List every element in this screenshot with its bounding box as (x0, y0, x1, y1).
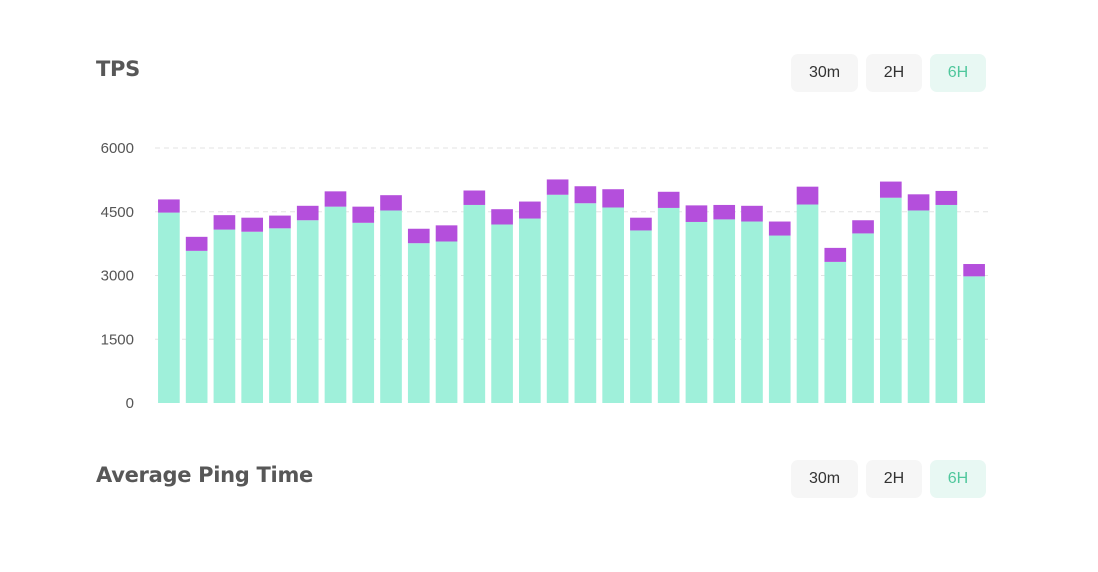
y-tick-label: 3000 (101, 268, 134, 285)
bar-segment-secondary[interactable] (907, 194, 930, 211)
y-tick-label: 4500 (101, 204, 134, 221)
bar-segment-primary[interactable] (935, 204, 958, 403)
bar-segment-secondary[interactable] (824, 247, 847, 262)
bar-segment-secondary[interactable] (324, 191, 347, 207)
bar-segment-primary[interactable] (407, 243, 430, 403)
bar-segment-primary[interactable] (519, 218, 541, 403)
bar-segment-secondary[interactable] (213, 215, 236, 230)
bar-segment-primary[interactable] (296, 220, 319, 403)
bar-segment-secondary[interactable] (352, 206, 375, 223)
bar-segment-primary[interactable] (158, 212, 180, 403)
bar-segment-secondary[interactable] (407, 228, 430, 244)
bar-segment-secondary[interactable] (741, 205, 763, 222)
bar-segment-primary[interactable] (491, 224, 513, 404)
bar-segment-primary[interactable] (213, 229, 236, 403)
bar-segment-primary[interactable] (879, 197, 902, 403)
chart-bars (158, 179, 985, 403)
bar-segment-primary[interactable] (796, 204, 819, 403)
bar-segment-primary[interactable] (713, 219, 736, 403)
bar-segment-primary[interactable] (630, 230, 652, 403)
bar-segment-secondary[interactable] (713, 204, 736, 220)
tps-bar-chart: 0 1500 3000 4500 6000 (101, 140, 988, 412)
ping-timeframe-30m-button[interactable]: 30m (791, 460, 858, 498)
ping-title: Average Ping Time (96, 463, 313, 487)
bar-segment-primary[interactable] (907, 210, 930, 403)
bar-segment-primary[interactable] (963, 276, 985, 403)
chart-gridlines (155, 147, 988, 340)
bar-segment-primary[interactable] (602, 207, 624, 404)
tps-timeframe-6h-button[interactable]: 6H (930, 54, 986, 92)
y-tick-label: 0 (126, 395, 134, 412)
ping-timeframe-selector: 30m 2H 6H (791, 460, 986, 498)
bar-segment-primary[interactable] (352, 222, 375, 403)
bar-segment-secondary[interactable] (380, 195, 402, 211)
bar-segment-primary[interactable] (657, 207, 680, 403)
y-tick-label: 1500 (101, 331, 134, 348)
y-tick-label: 6000 (101, 140, 134, 157)
bar-segment-primary[interactable] (269, 228, 291, 403)
bar-segment-secondary[interactable] (185, 236, 208, 251)
tps-timeframe-30m-button[interactable]: 30m (791, 54, 858, 92)
bar-segment-primary[interactable] (185, 250, 208, 403)
bar-segment-secondary[interactable] (879, 181, 902, 198)
bar-segment-primary[interactable] (768, 235, 791, 403)
tps-timeframe-selector: 30m 2H 6H (791, 54, 986, 92)
bar-segment-secondary[interactable] (158, 199, 180, 213)
bar-segment-secondary[interactable] (519, 201, 541, 219)
bar-segment-primary[interactable] (685, 221, 708, 403)
bar-segment-primary[interactable] (241, 231, 264, 403)
bar-segment-secondary[interactable] (435, 225, 458, 242)
bar-segment-secondary[interactable] (296, 205, 319, 221)
bar-segment-primary[interactable] (824, 261, 847, 403)
bar-segment-secondary[interactable] (602, 189, 624, 208)
bar-segment-secondary[interactable] (269, 215, 291, 229)
ping-timeframe-6h-button[interactable]: 6H (930, 460, 986, 498)
bar-segment-secondary[interactable] (768, 221, 791, 236)
bar-segment-secondary[interactable] (463, 190, 486, 205)
bar-segment-primary[interactable] (546, 194, 569, 403)
bar-segment-secondary[interactable] (685, 205, 708, 222)
bar-segment-primary[interactable] (380, 210, 402, 403)
bar-segment-secondary[interactable] (935, 190, 958, 205)
bar-segment-secondary[interactable] (491, 209, 513, 225)
bar-segment-secondary[interactable] (241, 217, 264, 232)
bar-segment-secondary[interactable] (796, 186, 819, 205)
bar-segment-secondary[interactable] (546, 179, 569, 195)
bar-segment-primary[interactable] (463, 204, 486, 403)
tps-title: TPS (96, 57, 140, 81)
bar-segment-secondary[interactable] (852, 220, 874, 234)
bar-segment-primary[interactable] (324, 206, 347, 403)
bar-segment-primary[interactable] (852, 233, 874, 403)
y-axis-ticks: 0 1500 3000 4500 6000 (101, 140, 134, 412)
bar-segment-secondary[interactable] (630, 217, 652, 231)
ping-timeframe-2h-button[interactable]: 2H (866, 460, 922, 498)
bar-segment-secondary[interactable] (657, 191, 680, 208)
bar-segment-primary[interactable] (435, 241, 458, 404)
bar-segment-primary[interactable] (574, 203, 597, 403)
tps-timeframe-2h-button[interactable]: 2H (866, 54, 922, 92)
bar-segment-secondary[interactable] (963, 264, 985, 277)
bar-segment-secondary[interactable] (574, 186, 597, 204)
bar-segment-primary[interactable] (741, 221, 763, 403)
